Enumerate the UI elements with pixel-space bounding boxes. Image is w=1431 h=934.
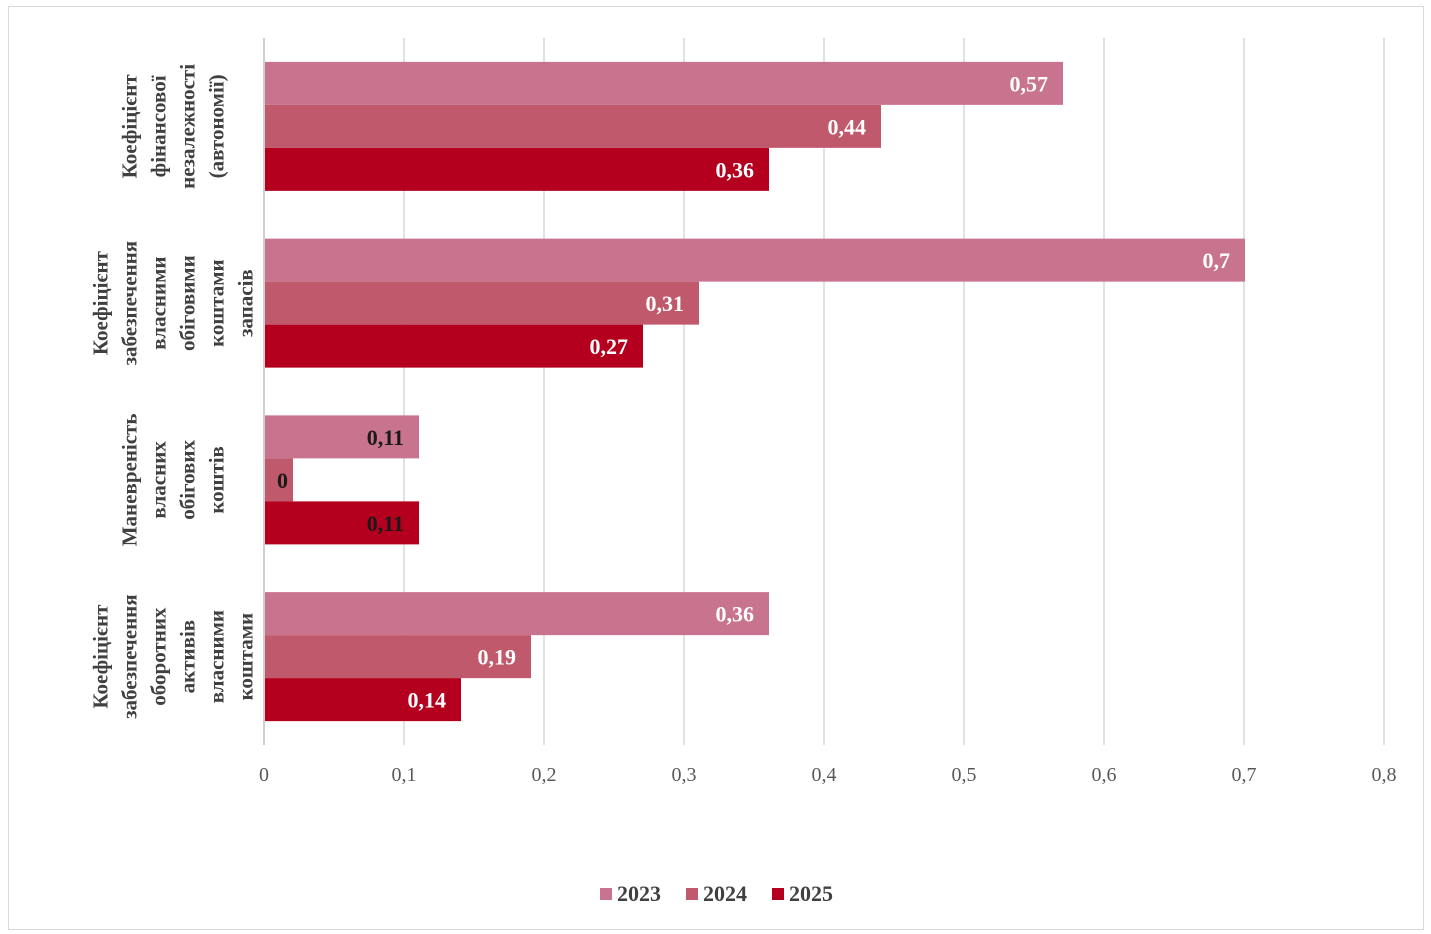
category-label: активів xyxy=(176,620,200,694)
category-label: забезпечення xyxy=(118,241,142,366)
data-label: 0 xyxy=(277,468,288,493)
x-tick-label: 0,7 xyxy=(1232,764,1257,786)
data-label: 0,44 xyxy=(828,114,867,139)
category-label: коштами xyxy=(205,259,229,347)
data-label: 0,36 xyxy=(716,602,755,627)
category-label: Коефіцієнт xyxy=(89,604,113,709)
data-label: 0,36 xyxy=(716,157,755,182)
category-label: Коефіцієнт xyxy=(118,74,142,179)
x-tick-label: 0,6 xyxy=(1092,764,1117,786)
bar xyxy=(265,147,769,191)
x-tick-label: 0,1 xyxy=(392,764,417,786)
bar xyxy=(265,501,419,545)
category-label: фінансової xyxy=(147,75,171,177)
category-label: незалежності xyxy=(176,64,200,189)
category-label: власних xyxy=(147,441,171,519)
bar xyxy=(265,635,531,679)
legend-swatch xyxy=(686,888,698,900)
x-tick-label: 0,2 xyxy=(532,764,557,786)
category-label: Коефіцієнт xyxy=(89,250,113,355)
category-label: власними xyxy=(147,256,171,349)
category-label: обіговими xyxy=(176,255,200,351)
category-label: оборотних xyxy=(147,607,171,706)
category-label: запасів xyxy=(234,269,258,337)
legend-label: 2024 xyxy=(703,881,747,906)
data-label: 0,19 xyxy=(478,645,517,670)
bar xyxy=(265,415,419,459)
data-label: 0,57 xyxy=(1010,71,1049,96)
category-label: (автономії) xyxy=(205,74,229,178)
x-tick-label: 0,5 xyxy=(952,764,977,786)
category-label: коштами xyxy=(234,613,258,701)
data-label: 0,7 xyxy=(1203,248,1231,273)
bar xyxy=(265,238,1245,282)
bar xyxy=(265,678,461,722)
x-tick-label: 0,8 xyxy=(1372,764,1397,786)
data-label: 0,27 xyxy=(590,334,629,359)
bar xyxy=(265,104,881,148)
category-label: забезпечення xyxy=(118,594,142,719)
category-label: власними xyxy=(205,610,229,703)
category-label: обігових xyxy=(176,439,200,519)
bar xyxy=(265,324,643,368)
x-tick-label: 0 xyxy=(259,764,269,786)
data-label: 0,14 xyxy=(408,688,447,713)
data-label: 0,31 xyxy=(646,291,685,316)
bar xyxy=(265,458,293,502)
data-label: 0,11 xyxy=(367,425,404,450)
bar xyxy=(265,281,699,325)
bar xyxy=(265,61,1063,105)
data-label: 0,11 xyxy=(367,511,404,536)
category-label: коштів xyxy=(205,446,229,514)
legend-swatch xyxy=(772,888,784,900)
x-tick-label: 0,4 xyxy=(812,764,837,786)
legend-label: 2025 xyxy=(789,881,833,906)
legend-label: 2023 xyxy=(617,881,661,906)
category-label: Маневреність xyxy=(118,413,142,546)
x-tick-label: 0,3 xyxy=(672,764,697,786)
bar xyxy=(265,592,769,636)
legend-swatch xyxy=(600,888,612,900)
